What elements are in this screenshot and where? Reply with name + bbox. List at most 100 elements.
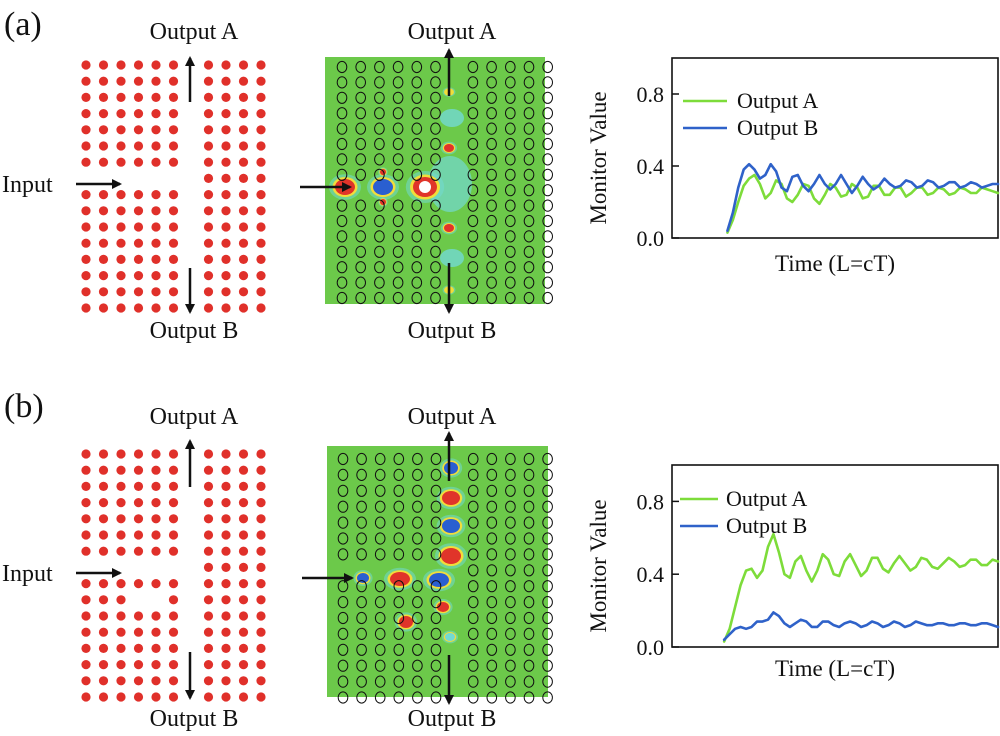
field-ring-a: [430, 107, 441, 120]
field-ring-b: [486, 516, 498, 529]
rod-a: [256, 125, 266, 135]
panel-a: (a) Output A Output B Input Output A Out…: [2, 6, 1000, 344]
rod-a: [203, 60, 214, 70]
plot-frame-a: [671, 57, 999, 239]
field-ring-a: [467, 230, 479, 243]
field-ring-a: [505, 168, 516, 181]
rod-b: [133, 611, 144, 621]
field-ring-a: [411, 245, 423, 258]
rod-b: [81, 660, 91, 670]
rod-b: [151, 449, 161, 459]
field-ring-a: [523, 276, 535, 289]
field-ring-a: [467, 122, 479, 135]
rod-a: [168, 222, 179, 232]
field-ring-a: [374, 91, 385, 104]
rod-b: [203, 498, 214, 508]
field-ring-a: [486, 261, 497, 274]
field-ring-a: [355, 91, 367, 104]
rod-a: [98, 109, 109, 119]
field-ring-b: [430, 611, 442, 625]
rod-b: [98, 595, 109, 605]
rod-a: [168, 254, 179, 264]
field-ring-b: [523, 548, 535, 561]
rod-b: [81, 449, 91, 459]
rod-a: [238, 109, 249, 119]
rod-b: [116, 660, 126, 670]
field-ring-b: [505, 452, 516, 466]
rod-b: [81, 498, 91, 508]
series-line-output-b-a: [726, 162, 1000, 233]
field-ring-a: [523, 137, 535, 151]
output-a-label-field-b: Output A: [408, 404, 497, 430]
rod-b: [151, 611, 161, 621]
y-tick-label-a: 0.8: [637, 82, 665, 107]
rod-b: [221, 692, 231, 702]
field-ring-b: [523, 500, 535, 513]
rod-a: [168, 125, 179, 135]
field-ring-b: [374, 611, 386, 625]
field-ring-a: [374, 230, 385, 243]
field-ring-a: [430, 76, 441, 89]
field-ring-a: [411, 60, 423, 74]
rod-b: [221, 643, 231, 654]
field-ring-b: [505, 675, 516, 688]
field-ring-a: [392, 199, 404, 212]
rod-a: [221, 190, 231, 200]
series-lines-b: [722, 532, 1000, 643]
rod-b: [116, 579, 126, 589]
field-ring-a: [355, 245, 367, 258]
field-ring-b: [374, 532, 386, 545]
rod-b: [221, 562, 231, 573]
rod-b: [238, 611, 249, 621]
field-ring-b: [356, 468, 367, 481]
rod-a: [203, 303, 214, 313]
y-tick-label-b: 0.4: [637, 562, 665, 587]
field-ring-a: [355, 122, 367, 135]
field-ring-a: [336, 122, 348, 135]
rod-a: [151, 92, 161, 102]
input-label-b: Input: [2, 561, 53, 587]
field-ring-b: [393, 596, 405, 609]
rod-b: [116, 546, 126, 556]
field-ring-b: [523, 532, 535, 545]
rod-a: [116, 190, 126, 200]
field-ring-b: [337, 452, 349, 466]
rod-a: [151, 303, 161, 313]
panel-letter-a: (a): [4, 6, 42, 43]
field-core-a: [444, 144, 454, 152]
rod-a: [116, 206, 126, 216]
rod-b: [116, 692, 126, 702]
rod-a: [151, 287, 161, 297]
field-ring-b: [467, 500, 479, 513]
field-ring-b: [542, 691, 553, 704]
field-ring-b: [542, 532, 553, 545]
panel-b: (b) Output A Output B Input Output A Out…: [2, 388, 1000, 732]
y-ticks-a: 0.0 0.4 0.8: [637, 82, 679, 251]
field-halo-a: [428, 156, 472, 212]
field-ring-a: [411, 107, 423, 120]
field-ring-a: [523, 184, 535, 197]
rod-b: [203, 449, 214, 459]
field-ring-b: [542, 468, 553, 481]
rod-a: [168, 92, 179, 102]
rod-a: [151, 60, 161, 70]
field-ring-b: [374, 659, 386, 672]
field-ring-a: [355, 168, 367, 181]
rod-b: [116, 449, 126, 459]
field-ring-b: [356, 611, 367, 625]
rod-a: [133, 60, 144, 70]
rod-b: [133, 643, 144, 654]
rod-b: [168, 546, 179, 556]
rod-a: [203, 271, 214, 281]
rod-a: [98, 157, 109, 167]
rod-b: [168, 676, 179, 686]
field-ring-a: [430, 276, 441, 289]
rod-a: [238, 125, 249, 135]
rod-b: [133, 546, 144, 556]
field-ring-a: [467, 199, 479, 212]
field-ring-b: [374, 675, 386, 688]
rod-b: [168, 498, 179, 508]
field-ring-b: [393, 659, 405, 672]
field-ring-a: [374, 199, 385, 212]
rod-a: [81, 271, 91, 281]
